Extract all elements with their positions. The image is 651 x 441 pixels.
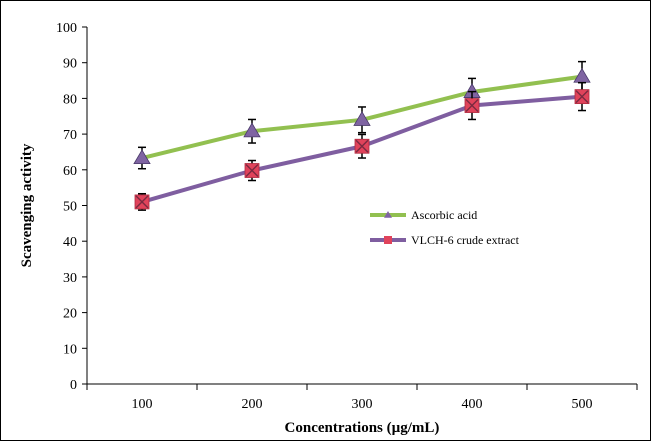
x-tick-label: 200 xyxy=(242,397,263,412)
legend: Ascorbic acid VLCH-6 crude extract xyxy=(370,208,520,247)
y-tick-label: 80 xyxy=(63,92,77,107)
y-tick-label: 10 xyxy=(63,342,77,357)
y-tick-label: 100 xyxy=(56,21,77,36)
data-point-cross xyxy=(355,139,369,153)
legend-marker xyxy=(384,236,392,244)
y-tick-label: 40 xyxy=(63,235,77,250)
y-axis-title: Scavenging activity xyxy=(19,143,35,267)
data-point xyxy=(133,149,151,165)
y-tick-label: 30 xyxy=(63,271,77,286)
plot-area: 0 10 20 30 40 50 60 70 80 90 100 100 200 300 400 500 xyxy=(56,21,638,412)
x-axis-title: Concentrations (µg/mL) xyxy=(285,420,440,436)
x-tick-label: 100 xyxy=(132,397,153,412)
y-tick-label: 90 xyxy=(63,57,77,72)
y-tick-label: 20 xyxy=(63,307,77,322)
legend-label: VLCH-6 crude extract xyxy=(411,233,520,247)
data-point-cross xyxy=(575,90,589,104)
data-point-cross xyxy=(465,99,479,113)
legend-marker xyxy=(384,211,392,218)
x-tick-label: 300 xyxy=(352,397,373,412)
data-point-cross xyxy=(245,164,259,178)
data-point-cross xyxy=(135,195,149,209)
data-point xyxy=(243,122,261,138)
y-tick-label: 0 xyxy=(70,378,77,393)
data-point xyxy=(353,111,371,126)
x-tick-label: 400 xyxy=(462,397,483,412)
y-tick-label: 60 xyxy=(63,164,77,179)
y-tick-label: 50 xyxy=(63,200,77,215)
legend-label: Ascorbic acid xyxy=(411,208,477,222)
x-tick-label: 500 xyxy=(572,397,593,412)
y-tick-label: 70 xyxy=(63,128,77,143)
